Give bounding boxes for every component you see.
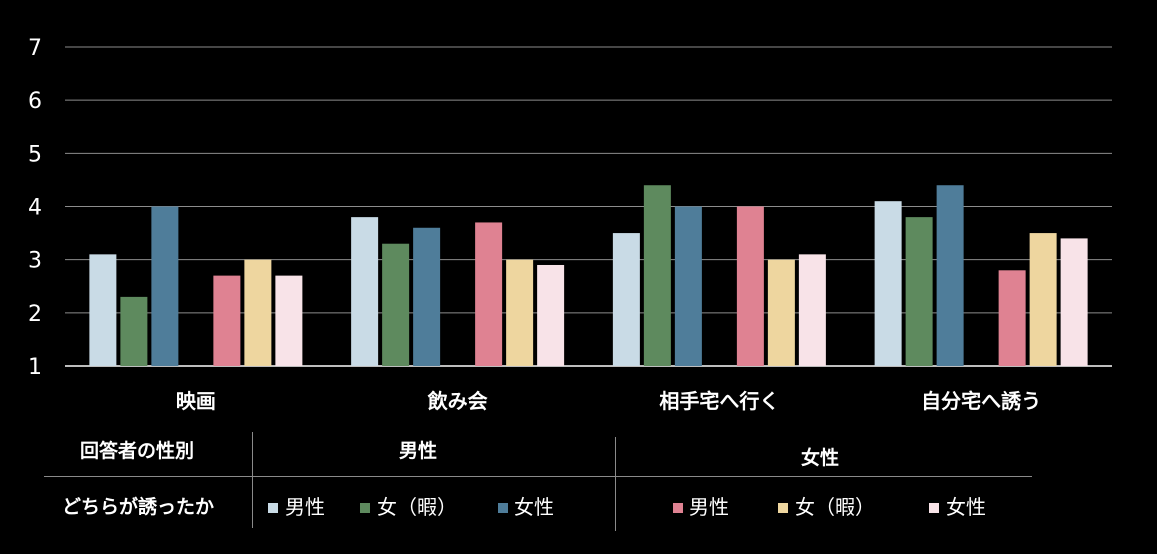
y-tick-label: 6	[28, 89, 42, 114]
divider-horizontal	[44, 476, 1032, 477]
bar	[905, 217, 933, 366]
bar	[89, 254, 117, 366]
bar	[351, 217, 379, 366]
legend-swatch	[778, 503, 788, 513]
bar	[874, 201, 902, 366]
male-group-label: 男性	[399, 440, 438, 462]
y-tick-label: 2	[28, 302, 42, 327]
category-label: 相手宅へ行く	[659, 389, 779, 413]
bar	[936, 185, 964, 366]
bar	[120, 296, 148, 366]
respondent-gender-label: 回答者の性別	[80, 440, 195, 462]
bar	[1060, 238, 1088, 366]
category-label: 映画	[176, 389, 216, 413]
female-group-label: 女性	[801, 447, 840, 469]
divider-left	[252, 432, 253, 528]
legend-label: 男性	[285, 495, 325, 519]
bar	[736, 206, 764, 366]
divider-mid	[615, 437, 616, 531]
legend-swatch	[673, 503, 683, 513]
legend-swatch	[498, 503, 508, 513]
bar	[244, 259, 272, 366]
legend-label: 女性	[946, 495, 986, 519]
bar	[612, 233, 640, 366]
y-tick-label: 4	[28, 196, 42, 221]
y-tick-label: 7	[28, 36, 42, 61]
bar	[537, 264, 565, 366]
legend-label: 女（暇）	[377, 495, 457, 519]
bar	[643, 185, 671, 366]
bar	[475, 222, 503, 366]
y-axis-ticks: 1 2 3 4 5 6 7	[28, 36, 42, 380]
y-tick-label: 1	[28, 355, 42, 380]
bar-chart: 1 2 3 4 5 6 7 映画 飲み会 相手宅へ行く 自分宅へ誘う	[28, 36, 1112, 413]
category-label: 自分宅へ誘う	[921, 389, 1041, 413]
bar	[1029, 233, 1057, 366]
bar	[506, 259, 534, 366]
bar	[798, 254, 826, 366]
legend-label: 女性	[514, 495, 554, 519]
legend-label: 男性	[689, 495, 729, 519]
inviter-label: どちらが誘ったか	[62, 496, 215, 518]
legend-label: 女（暇）	[795, 495, 875, 519]
legend-swatch	[268, 503, 278, 513]
y-tick-label: 5	[28, 142, 42, 167]
bar	[998, 270, 1026, 366]
y-tick-label: 3	[28, 249, 42, 274]
legend-swatch	[360, 503, 370, 513]
category-label: 飲み会	[427, 389, 488, 413]
category-labels: 映画 飲み会 相手宅へ行く 自分宅へ誘う	[176, 389, 1041, 413]
bar	[151, 206, 179, 366]
bar	[213, 275, 241, 366]
bar	[275, 275, 303, 366]
legend-swatch	[929, 503, 939, 513]
bar	[382, 243, 410, 366]
bar	[674, 206, 702, 366]
bar	[767, 259, 795, 366]
bar	[413, 227, 441, 366]
bars	[89, 185, 1088, 366]
